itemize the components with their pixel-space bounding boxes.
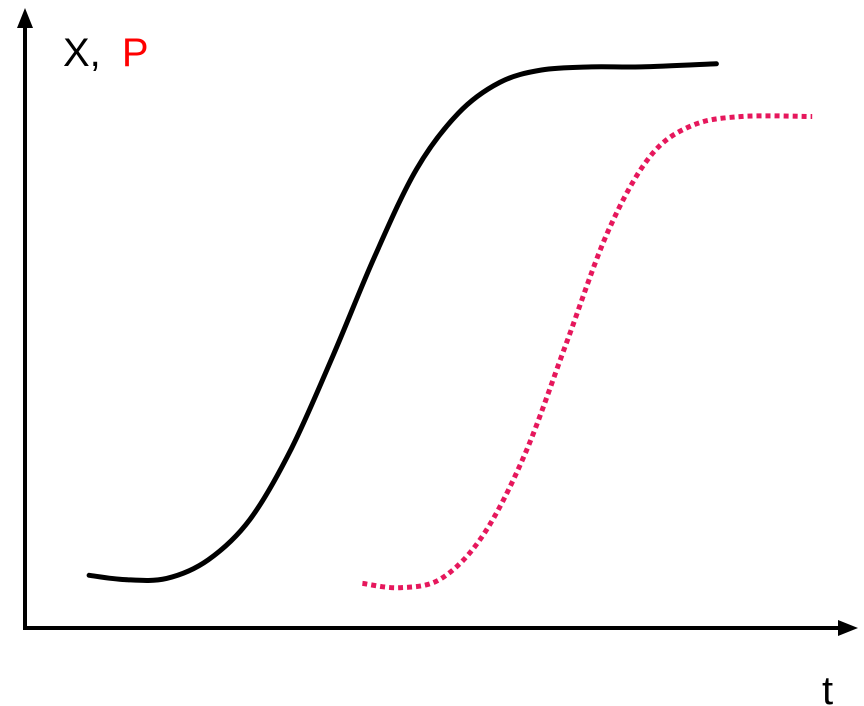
y-axis-arrowhead <box>17 8 33 28</box>
y-axis-label: X, P <box>63 31 149 75</box>
series-layer <box>86 61 813 591</box>
series-line-x <box>86 61 719 583</box>
x-axis-label: t <box>822 669 833 706</box>
y-axis-label-x: X, <box>63 31 101 75</box>
series-line-p <box>362 113 813 591</box>
y-axis-label-p: P <box>122 31 149 75</box>
x-axis-arrowhead <box>838 620 858 636</box>
